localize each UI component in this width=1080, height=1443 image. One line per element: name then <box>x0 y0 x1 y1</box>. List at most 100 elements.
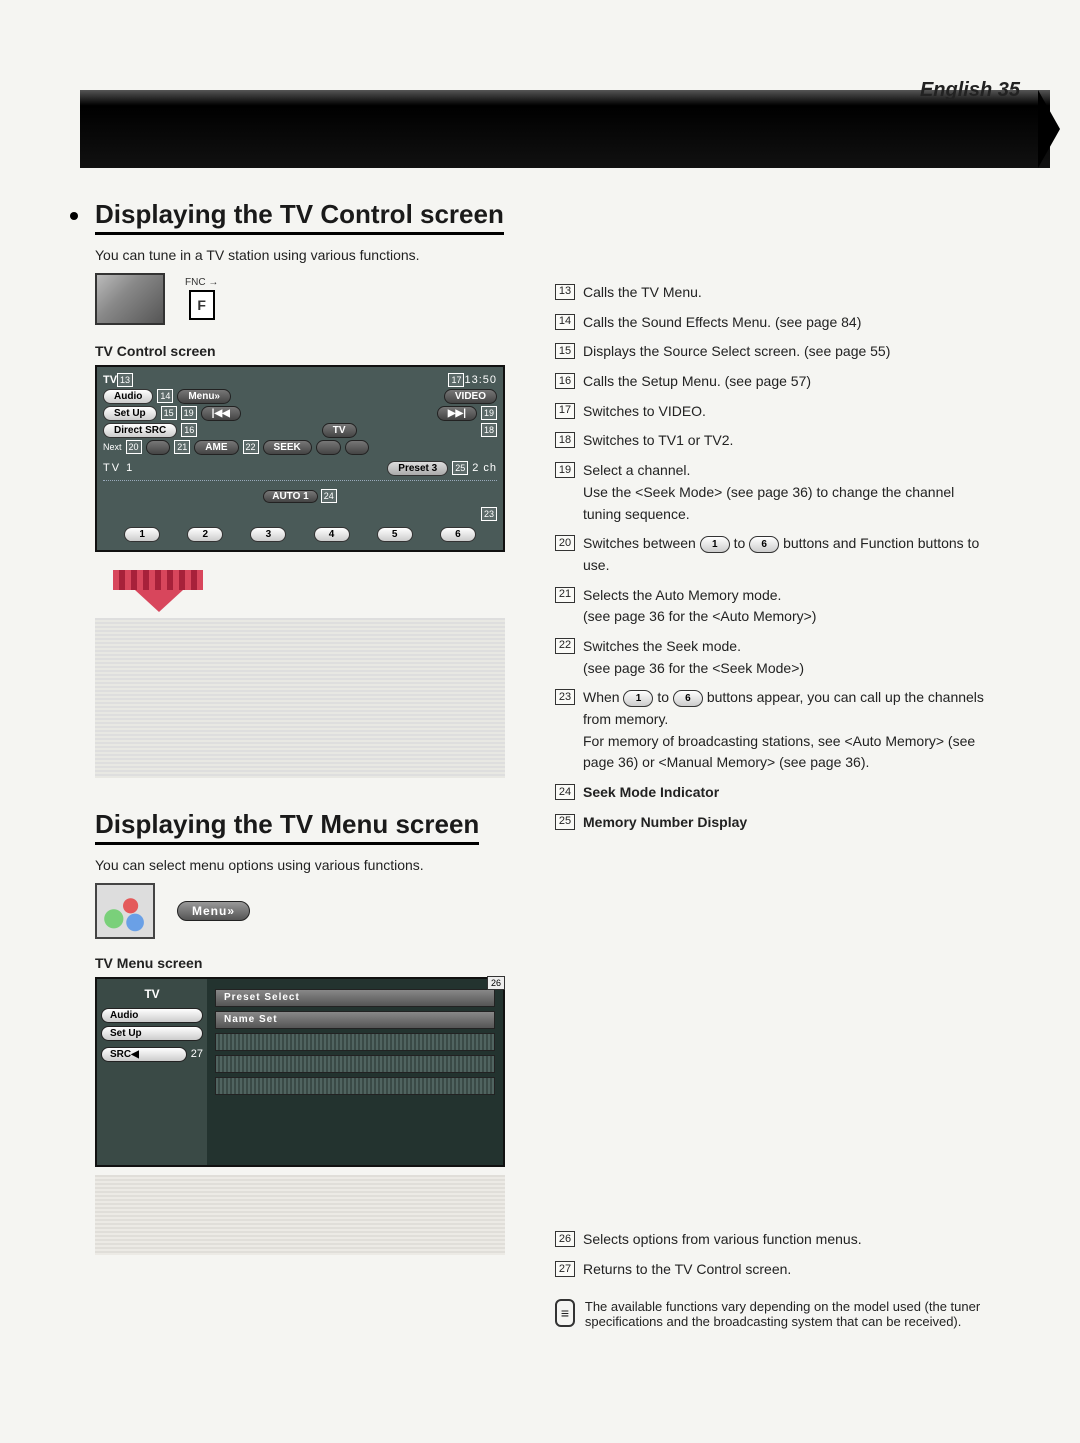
callout-14: 14 <box>157 389 173 403</box>
callouts-list-2: 26Selects options from various function … <box>555 1229 995 1280</box>
tv-control-label: TV Control screen <box>95 343 505 359</box>
n16: 16 <box>555 373 575 389</box>
section2-heading: Displaying the TV Menu screen <box>95 810 505 847</box>
callout-27-tag: 27 <box>191 1048 203 1060</box>
preset-4[interactable]: 4 <box>314 527 350 542</box>
f-key: F <box>189 290 215 320</box>
callout-19b: 19 <box>481 406 497 420</box>
ame-chip[interactable]: AME <box>194 440 238 455</box>
n15: 15 <box>555 343 575 359</box>
callout-26-tag: 26 <box>487 976 505 990</box>
c21: Selects the Auto Memory mode.(see page 3… <box>583 585 995 628</box>
n14: 14 <box>555 314 575 330</box>
c13: Calls the TV Menu. <box>583 282 995 304</box>
auto-chip: AUTO 1 <box>263 490 318 503</box>
menu-src[interactable]: SRC◀ <box>101 1047 187 1062</box>
menu-main: Preset Select Name Set <box>207 979 503 1165</box>
n25: 25 <box>555 814 575 830</box>
opt-name-set[interactable]: Name Set <box>215 1011 495 1029</box>
n17: 17 <box>555 403 575 419</box>
callout-25: 25 <box>452 461 468 475</box>
preset-buttons: 1 2 3 4 5 6 <box>103 527 497 542</box>
seek-prev[interactable]: |◀◀ <box>201 406 241 421</box>
n23: 23 <box>555 689 575 705</box>
preset-6[interactable]: 6 <box>440 527 476 542</box>
bullet-right <box>1040 120 1050 130</box>
menu-button-chip[interactable]: Menu» <box>177 901 250 921</box>
menu-audio[interactable]: Audio <box>101 1008 203 1023</box>
preset-5[interactable]: 5 <box>377 527 413 542</box>
arrow-down-icon <box>113 570 203 612</box>
c22: Switches the Seek mode.(see page 36 for … <box>583 636 995 679</box>
palette-icon <box>95 883 155 939</box>
setup-chip[interactable]: Set Up <box>103 406 157 421</box>
n22: 22 <box>555 638 575 654</box>
video-chip[interactable]: VIDEO <box>444 389 497 404</box>
seek-next[interactable]: ▶▶| <box>437 406 477 421</box>
callout-24: 24 <box>321 489 337 503</box>
c17: Switches to VIDEO. <box>583 401 995 423</box>
device-row-2: Menu» <box>95 883 505 939</box>
tv-menu-screen: 26 TV Audio Set Up SRC◀ 27 Preset Select… <box>95 977 505 1167</box>
opt-preset-select[interactable]: Preset Select <box>215 989 495 1007</box>
preset-chip: Preset 3 <box>387 461 448 476</box>
c25: Memory Number Display <box>583 812 995 834</box>
callout-15: 15 <box>161 406 177 420</box>
section1-title: Displaying the TV Control screen <box>95 200 504 235</box>
c27: Returns to the TV Control screen. <box>583 1259 995 1281</box>
next-label: Next <box>103 442 122 452</box>
callout-22: 22 <box>243 440 259 454</box>
tv1-label: TV 1 <box>103 462 134 474</box>
callout-17: 17 <box>448 373 464 387</box>
section1-intro: You can tune in a TV station using vario… <box>95 247 505 263</box>
n19: 19 <box>555 462 575 478</box>
tv-center-chip[interactable]: TV <box>322 423 357 438</box>
blank1[interactable] <box>146 440 171 455</box>
blank3[interactable] <box>345 440 370 455</box>
chip-6-a: 6 <box>749 536 779 554</box>
callout-16: 16 <box>181 423 197 437</box>
section1-heading: Displaying the TV Control screen <box>95 200 505 237</box>
page: Displaying the TV Control screen You can… <box>0 0 1080 130</box>
scan-texture-1 <box>95 618 505 778</box>
device-icon <box>95 273 165 325</box>
blank2[interactable] <box>316 440 341 455</box>
menu-tv-tag: TV <box>101 985 203 1005</box>
seek-chip[interactable]: SEEK <box>263 440 312 455</box>
fnc-label: FNC → <box>185 277 218 288</box>
fnc-box: FNC → F <box>185 277 218 320</box>
n18: 18 <box>555 432 575 448</box>
c18: Switches to TV1 or TV2. <box>583 430 995 452</box>
scan-texture-2 <box>95 1175 505 1255</box>
chip-6-b: 6 <box>673 690 703 708</box>
callout-13: 13 <box>117 373 133 387</box>
note-text: The available functions vary depending o… <box>585 1299 995 1329</box>
c14: Calls the Sound Effects Menu. (see page … <box>583 312 995 334</box>
opt-blank-3[interactable] <box>215 1077 495 1095</box>
tv-time: 13:50 <box>464 374 497 386</box>
menu-setup[interactable]: Set Up <box>101 1026 203 1041</box>
menu-chip[interactable]: Menu» <box>177 389 231 404</box>
preset-2[interactable]: 2 <box>187 527 223 542</box>
callout-18: 18 <box>481 423 497 437</box>
callout-23: 23 <box>481 507 497 521</box>
c23: When 1 to 6 buttons appear, you can call… <box>583 687 995 774</box>
c19: Select a channel.Use the <Seek Mode> (se… <box>583 460 995 525</box>
opt-blank-1[interactable] <box>215 1033 495 1051</box>
note: ≡ The available functions vary depending… <box>555 1299 995 1329</box>
direct-src-chip[interactable]: Direct SRC <box>103 423 177 438</box>
chip-1-b: 1 <box>623 690 653 708</box>
audio-chip[interactable]: Audio <box>103 389 153 404</box>
preset-3[interactable]: 3 <box>250 527 286 542</box>
c26: Selects options from various function me… <box>583 1229 995 1251</box>
c16: Calls the Setup Menu. (see page 57) <box>583 371 995 393</box>
callout-21: 21 <box>174 440 190 454</box>
bullet-left <box>70 212 78 220</box>
device-row-1: FNC → F <box>95 273 505 325</box>
preset-1[interactable]: 1 <box>124 527 160 542</box>
header-bar <box>80 90 1050 168</box>
opt-blank-2[interactable] <box>215 1055 495 1073</box>
tv-tag: TV <box>103 374 117 386</box>
callout-20: 20 <box>126 440 142 454</box>
c20: Switches between 1 to 6 buttons and Func… <box>583 533 995 576</box>
